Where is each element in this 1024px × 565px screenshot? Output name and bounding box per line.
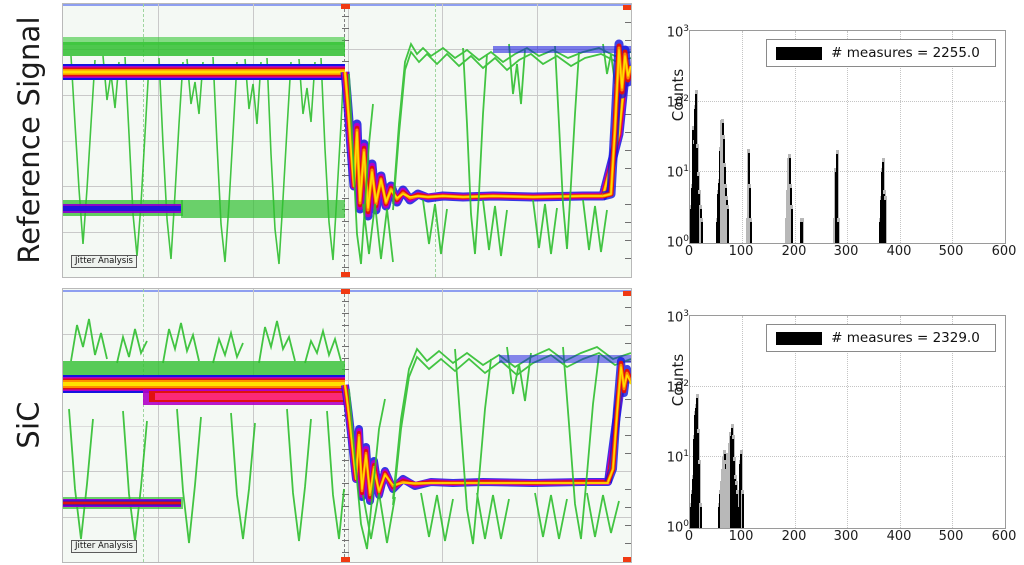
x-tick-600: 600	[991, 244, 1017, 259]
histogram-gridline-v	[900, 316, 901, 528]
scope-gridline-h	[63, 49, 631, 50]
scope-waveform-traces	[63, 37, 631, 265]
histogram-bar	[699, 506, 702, 528]
x-tick-200: 200	[781, 529, 807, 544]
y-tick-1000: 103	[666, 309, 689, 326]
scope-gridline-v	[442, 4, 443, 277]
scope-gridline-h	[63, 380, 631, 381]
histogram-sic: Falltime including ringing [ns] Counts 1…	[648, 285, 1024, 565]
x-tick-100: 100	[728, 244, 754, 259]
histogram-reference-signal: Falltime including ringing [ns] Counts 1…	[648, 0, 1024, 280]
histogram-gridline-v	[847, 316, 848, 528]
histogram-gridline-v	[795, 316, 796, 528]
histogram-bar	[700, 221, 703, 243]
row-label-reference-signal: Reference Signal	[0, 0, 58, 280]
histogram-bar	[884, 200, 887, 243]
scope-gridline-v	[442, 289, 443, 562]
scope-cursor-line	[143, 289, 144, 562]
scope-gridline-v	[537, 4, 538, 277]
scope-gridline-v	[537, 289, 538, 562]
oscilloscope-plot-sic[interactable]: Jitter Analysis	[62, 288, 632, 563]
scope-waveform-traces	[63, 318, 631, 550]
y-tick-100: 102	[666, 94, 689, 111]
histogram-gridline-v	[900, 31, 901, 243]
histogram-bars	[690, 316, 1005, 528]
scope-level-marker	[623, 291, 631, 296]
histogram-gridline-v	[795, 31, 796, 243]
histogram-bar	[698, 464, 701, 528]
scope-gridline-h	[63, 517, 631, 518]
x-tick-300: 300	[833, 244, 859, 259]
scope-trigger-line	[344, 289, 345, 562]
histogram-bar	[801, 221, 804, 243]
y-tick-10: 101	[666, 164, 689, 181]
x-tick-400: 400	[886, 244, 912, 259]
x-tick-0: 0	[684, 529, 694, 544]
histogram-bar	[726, 209, 729, 243]
histogram-legend: # measures = 2255.0	[766, 39, 996, 67]
legend-label: # measures = 2255.0	[831, 45, 980, 61]
histogram-plot-area[interactable]: # measures = 2329.0	[689, 315, 1006, 529]
histogram-bar	[736, 494, 739, 528]
scope-gridline-v	[253, 289, 254, 562]
scope-trigger-marker-bottom	[341, 272, 350, 277]
row-label-text: SiC	[11, 401, 46, 449]
scope-gridline-h	[63, 232, 631, 233]
scope-gridline-h	[63, 186, 631, 187]
x-tick-400: 400	[886, 529, 912, 544]
legend-label: # measures = 2329.0	[831, 330, 980, 346]
row-label-sic: SiC	[0, 285, 58, 565]
oscilloscope-plot-reference-signal[interactable]: Jitter Analysis	[62, 3, 632, 278]
x-tick-500: 500	[938, 244, 964, 259]
histogram-bar	[837, 221, 840, 243]
histogram-bar	[836, 154, 838, 243]
scope-gridline-v	[158, 289, 159, 562]
x-tick-500: 500	[938, 529, 964, 544]
histogram-bar	[741, 494, 744, 528]
panel-row-reference-signal: Reference Signal	[0, 0, 1024, 280]
scope-trigger-marker-top	[341, 289, 350, 294]
x-tick-0: 0	[684, 244, 694, 259]
legend-swatch	[776, 46, 822, 60]
histogram-plot-area[interactable]: # measures = 2255.0	[689, 30, 1006, 244]
y-tick-10: 101	[666, 449, 689, 466]
scope-trigger-marker-bottom	[341, 557, 350, 562]
scope-gridline-h	[63, 334, 631, 335]
jitter-analysis-tag: Jitter Analysis	[71, 539, 137, 553]
y-tick-100: 102	[666, 379, 689, 396]
legend-swatch	[776, 331, 822, 345]
histogram-bar	[790, 209, 793, 243]
y-tick-1: 100	[666, 234, 689, 251]
histogram-bar	[748, 188, 751, 243]
scope-trigger-marker-top	[341, 4, 350, 9]
scope-trigger-line	[344, 4, 345, 277]
scope-level-marker	[623, 5, 631, 10]
y-tick-1: 100	[666, 519, 689, 536]
scope-gridline-v	[253, 4, 254, 277]
panel-row-sic: SiC	[0, 285, 1024, 565]
histogram-gridline-v	[742, 316, 743, 528]
x-tick-100: 100	[728, 529, 754, 544]
row-label-text: Reference Signal	[12, 16, 47, 264]
x-tick-600: 600	[991, 529, 1017, 544]
histogram-gridline-v	[742, 31, 743, 243]
scope-cursor-line	[435, 4, 436, 277]
scope-gridline-h	[63, 471, 631, 472]
scope-level-marker	[623, 557, 631, 562]
histogram-gridline-v	[847, 31, 848, 243]
y-tick-1000: 103	[666, 24, 689, 41]
histogram-gridline-v	[952, 316, 953, 528]
scope-cursor-line	[143, 4, 144, 277]
histogram-legend: # measures = 2329.0	[766, 324, 996, 352]
histogram-bar	[749, 221, 752, 243]
x-tick-200: 200	[781, 244, 807, 259]
jitter-analysis-tag: Jitter Analysis	[71, 254, 137, 268]
x-tick-300: 300	[833, 529, 859, 544]
histogram-gridline-v	[952, 31, 953, 243]
histogram-bars	[690, 31, 1005, 243]
scope-gridline-v	[158, 4, 159, 277]
